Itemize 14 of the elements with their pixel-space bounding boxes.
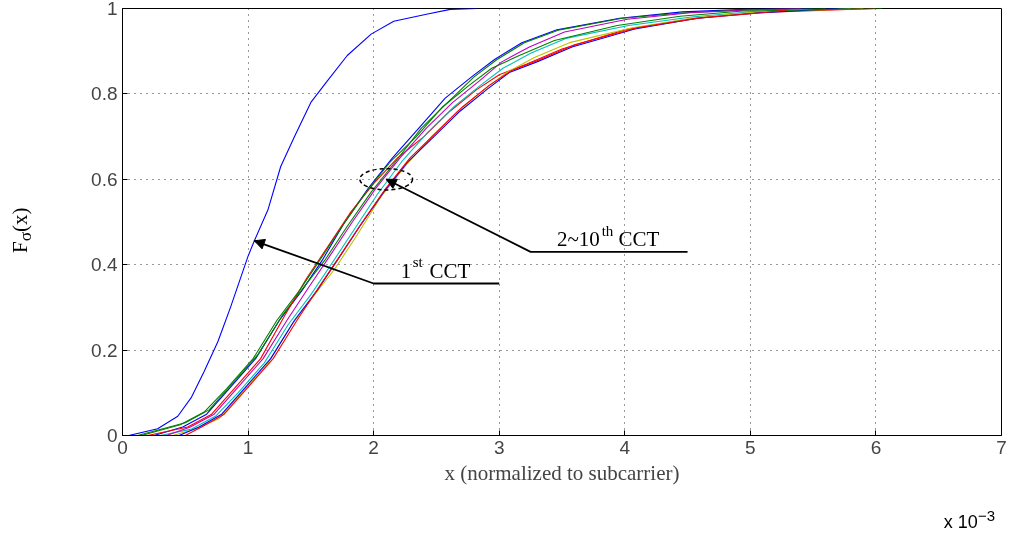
x-tick-label: 4 (619, 436, 631, 458)
text: x 10$^{−3}$ (942, 506, 995, 533)
x-tick-label: 5 (745, 436, 756, 458)
y-tick-label: 1 (106, 0, 118, 19)
y-tick-label: 0.8 (91, 83, 118, 105)
x-tick-label: 6 (870, 436, 882, 458)
y-tick-label: 0.2 (91, 339, 118, 361)
x-tick-label: 2 (368, 436, 379, 458)
x-axis-title: x (normalized to subcarrier) (444, 460, 680, 485)
x-tick-label: 1 (242, 436, 254, 458)
x-tick-label: 7 (996, 436, 1007, 458)
x-tick-label: 3 (493, 436, 505, 458)
y-tick-label: 0.6 (91, 168, 118, 190)
y-tick-label: 0.4 (91, 254, 118, 276)
